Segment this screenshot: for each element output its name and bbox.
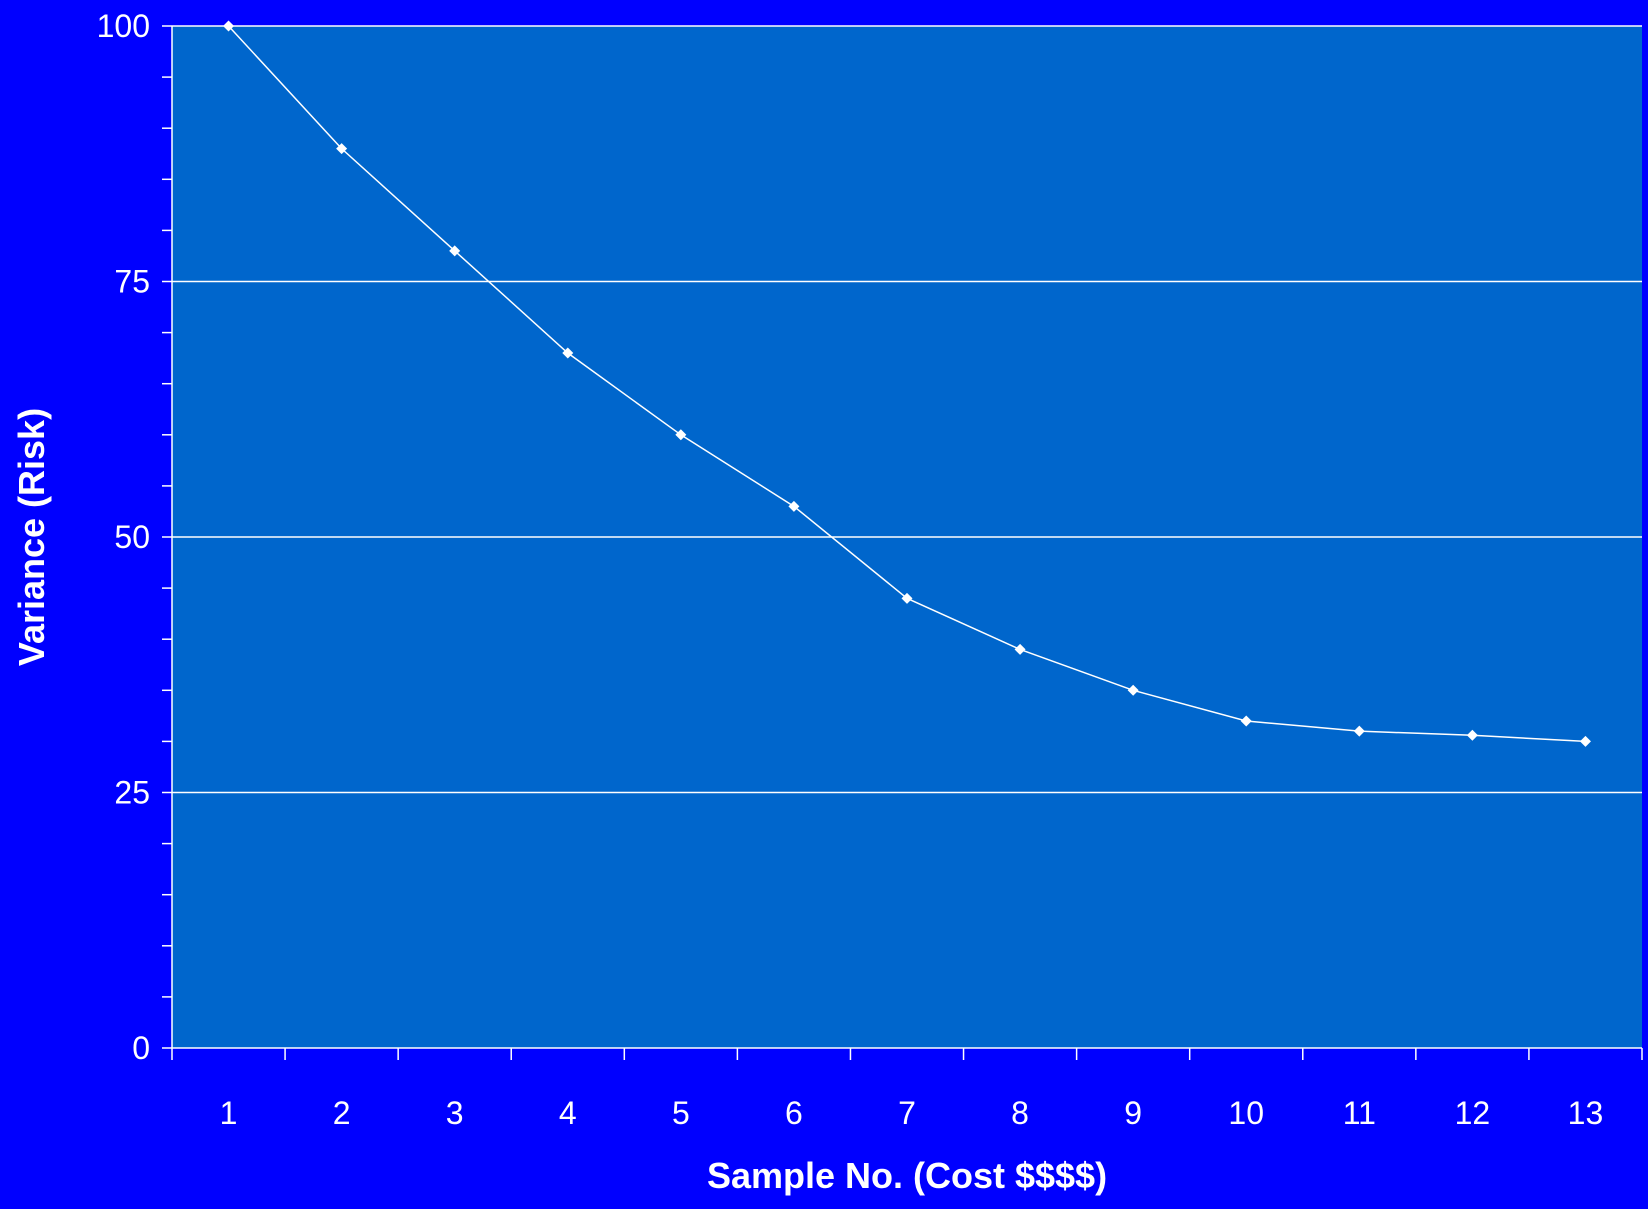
y-tick-label: 100: [97, 8, 150, 44]
axes: [162, 25, 1643, 1060]
x-tick-label: 9: [1124, 1095, 1142, 1131]
x-tick-label: 3: [446, 1095, 464, 1131]
data-point: [223, 20, 235, 32]
y-tick-label: 75: [114, 264, 150, 300]
x-tick-label: 13: [1568, 1095, 1604, 1131]
x-tick-label: 12: [1455, 1095, 1491, 1131]
x-tick-label: 10: [1228, 1095, 1264, 1131]
series-line: [223, 20, 1591, 747]
data-point: [336, 143, 348, 155]
x-tick-label: 8: [1011, 1095, 1029, 1131]
y-tick-label: 25: [114, 775, 150, 811]
data-point: [1014, 643, 1026, 655]
x-tick-label: 1: [220, 1095, 238, 1131]
data-point: [562, 347, 574, 359]
data-point: [675, 429, 687, 441]
data-point: [788, 500, 800, 512]
x-axis-title: Sample No. (Cost $$$$): [707, 1155, 1107, 1196]
data-point: [1579, 735, 1591, 747]
x-tick-label: 2: [333, 1095, 351, 1131]
data-point: [901, 592, 913, 604]
y-tick-label: 50: [114, 519, 150, 555]
data-point: [1127, 684, 1139, 696]
data-point: [1240, 715, 1252, 727]
x-tick-label: 6: [785, 1095, 803, 1131]
x-tick-label: 11: [1343, 1095, 1376, 1131]
x-tick-label: 4: [559, 1095, 577, 1131]
x-tick-label: 7: [898, 1095, 916, 1131]
gridlines: [172, 25, 1642, 794]
data-point: [1466, 729, 1478, 741]
data-point: [1353, 725, 1365, 737]
x-tick-label: 5: [672, 1095, 690, 1131]
y-axis-title: Variance (Risk): [11, 408, 52, 666]
y-tick-label: 0: [132, 1030, 150, 1066]
data-point: [449, 245, 461, 257]
